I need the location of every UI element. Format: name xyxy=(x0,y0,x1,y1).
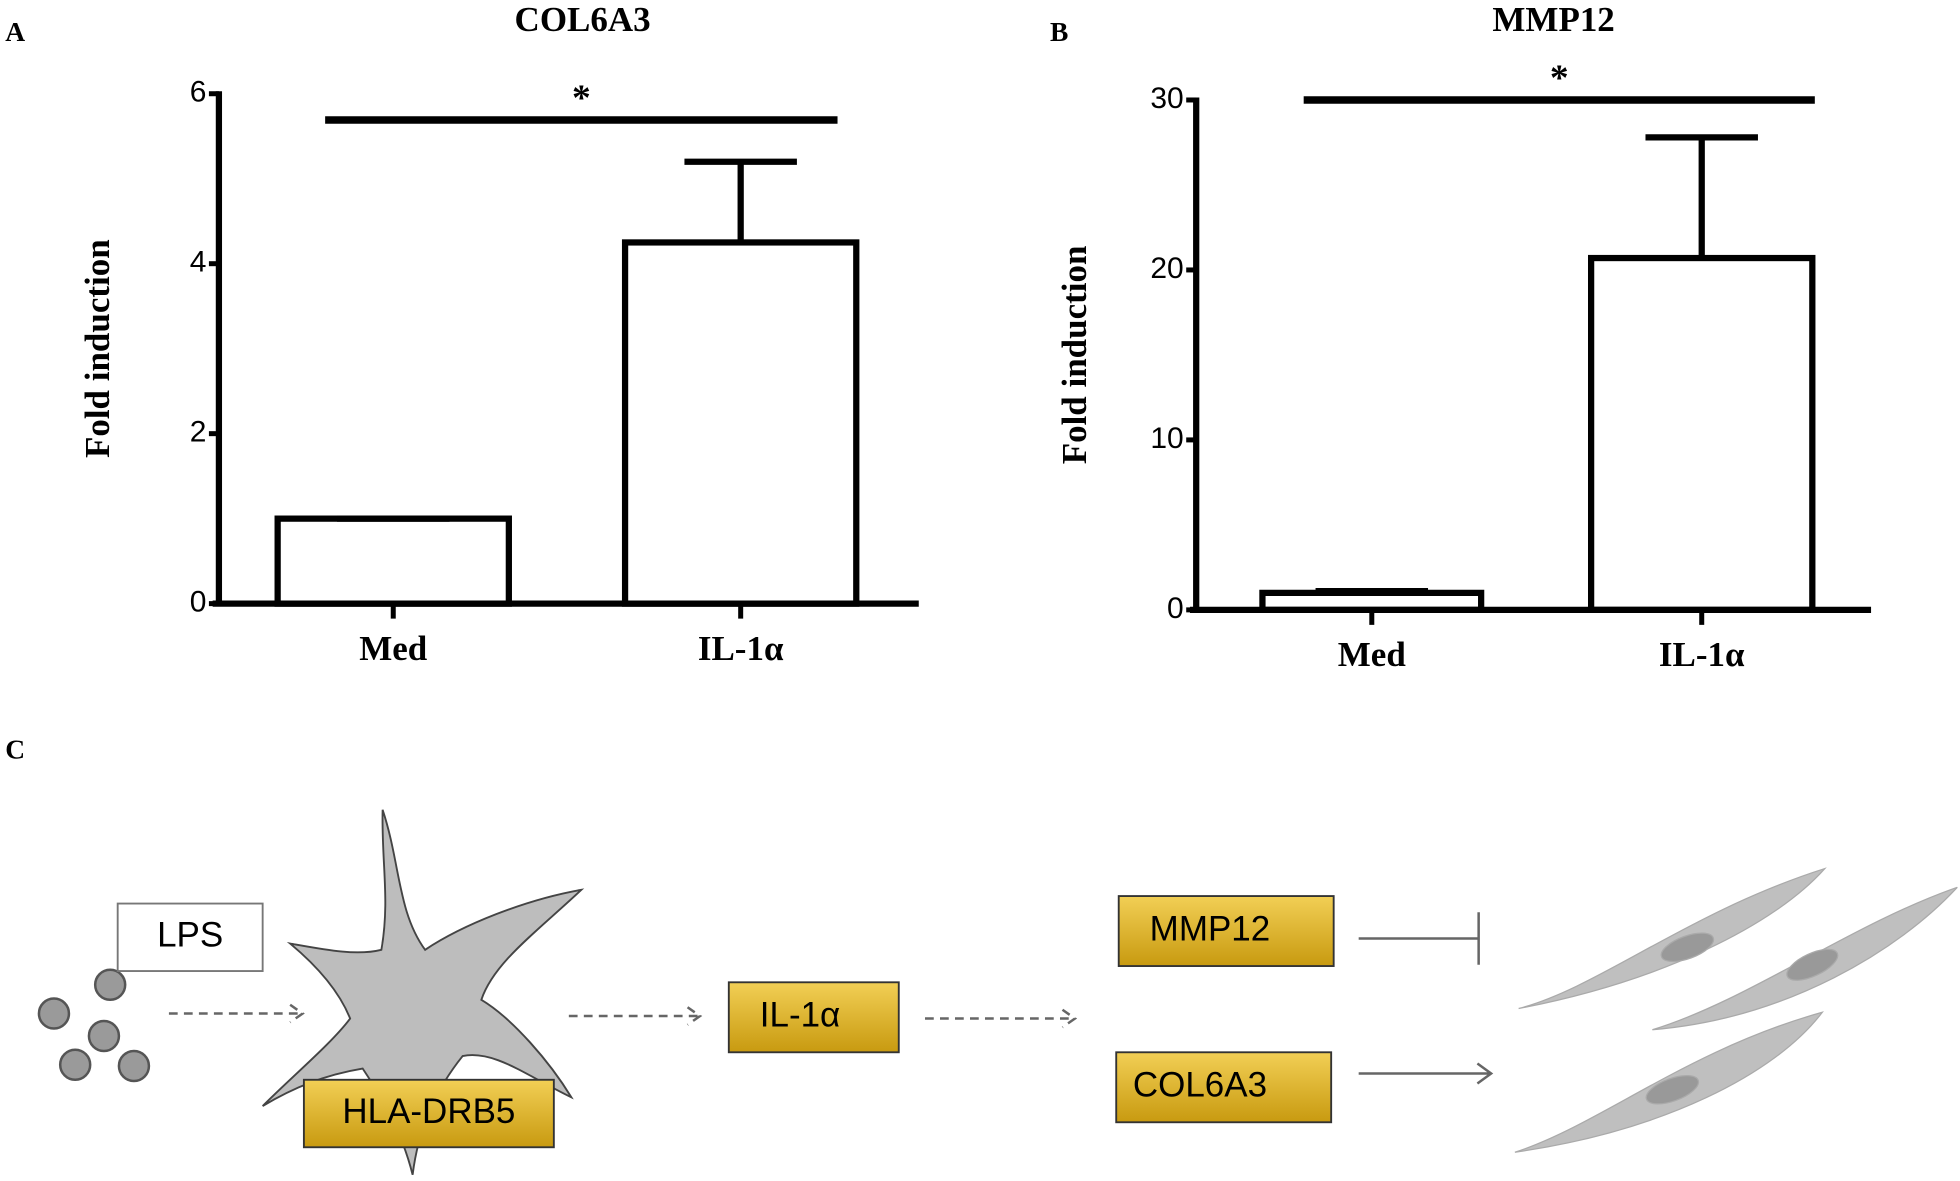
y-tick-label: 10 xyxy=(1150,422,1183,455)
y-tick-label: 4 xyxy=(190,246,207,279)
chart-title: MMP12 xyxy=(1492,0,1614,39)
significance-mark: * xyxy=(572,78,591,119)
mmp12-label: MMP12 xyxy=(1150,909,1271,948)
y-tick-label: 6 xyxy=(190,76,207,109)
lps-label: LPS xyxy=(157,916,223,955)
hla-box xyxy=(302,1078,555,1149)
fibroblasts xyxy=(1514,867,1958,1153)
y-tick-label: 2 xyxy=(190,416,207,449)
panel-label: B xyxy=(1050,17,1068,47)
mmp12-box xyxy=(1117,895,1335,967)
error-bar xyxy=(684,158,797,243)
y-tick-label: 0 xyxy=(190,586,207,619)
bar xyxy=(1587,254,1816,613)
x-tick-label: Med xyxy=(1338,635,1407,674)
y-tick-label: 20 xyxy=(1150,252,1183,285)
col6a3-box xyxy=(1115,1051,1333,1124)
il1a-box xyxy=(727,981,900,1054)
x-tick-label: Med xyxy=(359,629,428,668)
bar xyxy=(621,239,860,607)
chart-title: COL6A3 xyxy=(515,0,651,39)
bar xyxy=(274,515,512,607)
arrows xyxy=(168,912,1494,1085)
il1a-label: IL-1α xyxy=(760,996,841,1035)
significance-mark: * xyxy=(1550,58,1569,99)
y-axis-label: Fold induction xyxy=(78,239,117,458)
panel-label: A xyxy=(5,17,25,47)
x-tick-label: IL-1α xyxy=(1659,635,1745,674)
panel-label: C xyxy=(5,735,25,765)
hla-label: HLA-DRB5 xyxy=(342,1092,515,1131)
lps-box xyxy=(116,902,264,972)
error-bar xyxy=(1315,588,1429,595)
y-axis-label: Fold induction xyxy=(1055,246,1094,465)
col6a3-label: COL6A3 xyxy=(1133,1066,1267,1105)
particles xyxy=(37,968,151,1083)
y-tick-label: 0 xyxy=(1167,592,1184,625)
x-tick-label: IL-1α xyxy=(698,629,784,668)
error-bar xyxy=(1645,134,1758,259)
y-tick-label: 30 xyxy=(1150,82,1183,115)
